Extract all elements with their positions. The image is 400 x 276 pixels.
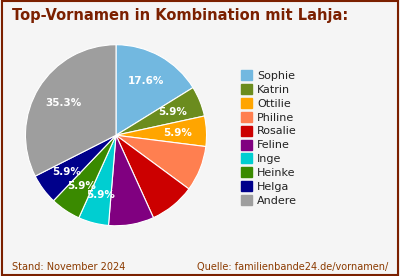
Text: 5.9%: 5.9% xyxy=(159,107,188,117)
Wedge shape xyxy=(108,135,154,226)
Text: 5.9%: 5.9% xyxy=(86,190,115,200)
Text: 5.9%: 5.9% xyxy=(52,167,81,177)
Wedge shape xyxy=(35,135,116,201)
Text: Top-Vornamen in Kombination mit Lahja:: Top-Vornamen in Kombination mit Lahja: xyxy=(12,8,348,23)
Wedge shape xyxy=(116,45,193,135)
Text: Stand: November 2024: Stand: November 2024 xyxy=(12,262,125,272)
Legend: Sophie, Katrin, Ottilie, Philine, Rosalie, Feline, Inge, Heinke, Helga, Andere: Sophie, Katrin, Ottilie, Philine, Rosali… xyxy=(238,68,300,208)
Text: 5.9%: 5.9% xyxy=(67,181,96,191)
Wedge shape xyxy=(26,45,116,176)
Wedge shape xyxy=(116,116,206,147)
Text: Quelle: familienbande24.de/vornamen/: Quelle: familienbande24.de/vornamen/ xyxy=(197,262,388,272)
Wedge shape xyxy=(116,135,189,218)
Wedge shape xyxy=(79,135,116,225)
Wedge shape xyxy=(54,135,116,218)
Text: 5.9%: 5.9% xyxy=(163,128,192,137)
Text: 17.6%: 17.6% xyxy=(128,76,164,86)
Text: 35.3%: 35.3% xyxy=(46,98,82,108)
Wedge shape xyxy=(116,135,206,189)
Wedge shape xyxy=(116,87,204,135)
